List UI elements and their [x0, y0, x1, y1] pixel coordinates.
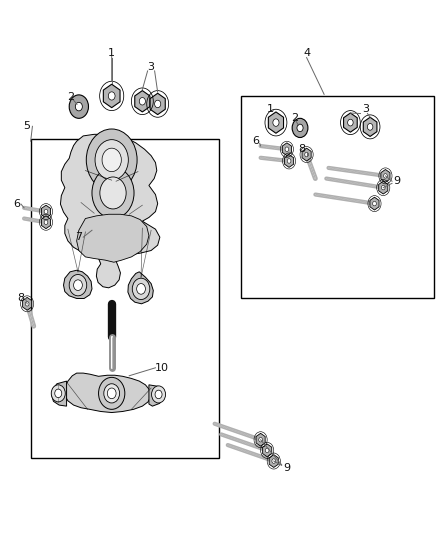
Polygon shape [268, 112, 283, 133]
Polygon shape [256, 433, 265, 446]
Circle shape [75, 102, 82, 111]
Polygon shape [285, 155, 293, 167]
Polygon shape [135, 91, 150, 112]
Circle shape [155, 100, 161, 108]
Text: 6: 6 [253, 136, 260, 146]
Circle shape [86, 129, 137, 191]
Text: 5: 5 [24, 122, 31, 131]
Circle shape [367, 124, 373, 130]
Text: 2: 2 [291, 114, 298, 123]
Polygon shape [42, 205, 50, 218]
Circle shape [155, 390, 162, 399]
Circle shape [384, 174, 387, 178]
Text: 8: 8 [18, 294, 25, 303]
Circle shape [25, 302, 29, 306]
Polygon shape [302, 148, 311, 161]
Polygon shape [149, 385, 164, 406]
Polygon shape [52, 381, 67, 406]
Circle shape [69, 95, 88, 118]
Circle shape [132, 278, 150, 300]
Text: 9: 9 [393, 176, 400, 186]
Text: 2: 2 [67, 92, 74, 102]
Polygon shape [64, 270, 92, 298]
Circle shape [102, 148, 121, 172]
Text: 9: 9 [283, 463, 290, 473]
Circle shape [305, 152, 308, 157]
Text: 10: 10 [155, 363, 169, 373]
Text: 4: 4 [303, 49, 310, 58]
Bar [31, 139, 219, 458]
Polygon shape [379, 181, 388, 194]
Circle shape [99, 377, 125, 409]
Polygon shape [60, 134, 160, 288]
Circle shape [95, 140, 128, 180]
Circle shape [259, 438, 262, 442]
Circle shape [69, 274, 87, 296]
Text: 6: 6 [13, 199, 20, 209]
Circle shape [381, 185, 385, 190]
Polygon shape [283, 143, 291, 156]
Circle shape [44, 220, 48, 224]
Polygon shape [77, 214, 149, 262]
Polygon shape [363, 117, 377, 136]
Circle shape [348, 119, 353, 126]
Circle shape [100, 177, 126, 209]
Circle shape [297, 124, 303, 132]
Text: 1: 1 [108, 49, 115, 58]
Circle shape [273, 119, 279, 126]
Text: 3: 3 [362, 104, 369, 114]
Text: 7: 7 [75, 232, 82, 242]
Circle shape [137, 284, 145, 294]
Bar [241, 96, 434, 298]
Polygon shape [263, 444, 272, 457]
Polygon shape [42, 216, 50, 229]
Polygon shape [103, 84, 120, 108]
Polygon shape [370, 197, 379, 210]
Polygon shape [381, 169, 390, 182]
Circle shape [292, 118, 308, 138]
Circle shape [104, 384, 120, 403]
Circle shape [152, 386, 166, 403]
Circle shape [285, 147, 289, 151]
Polygon shape [23, 297, 32, 310]
Circle shape [108, 92, 115, 100]
Circle shape [265, 448, 269, 453]
Circle shape [139, 98, 145, 105]
Circle shape [74, 280, 82, 290]
Text: 3: 3 [148, 62, 155, 71]
Polygon shape [269, 455, 278, 467]
Circle shape [44, 209, 48, 214]
Polygon shape [343, 113, 357, 132]
Text: 8: 8 [299, 144, 306, 154]
Circle shape [51, 385, 65, 402]
Circle shape [373, 201, 376, 206]
Circle shape [107, 388, 116, 399]
Polygon shape [128, 272, 153, 304]
Circle shape [272, 459, 276, 463]
Circle shape [55, 389, 62, 398]
Polygon shape [65, 373, 151, 413]
Circle shape [287, 159, 291, 163]
Polygon shape [150, 93, 165, 115]
Text: 1: 1 [267, 104, 274, 114]
Circle shape [92, 167, 134, 219]
